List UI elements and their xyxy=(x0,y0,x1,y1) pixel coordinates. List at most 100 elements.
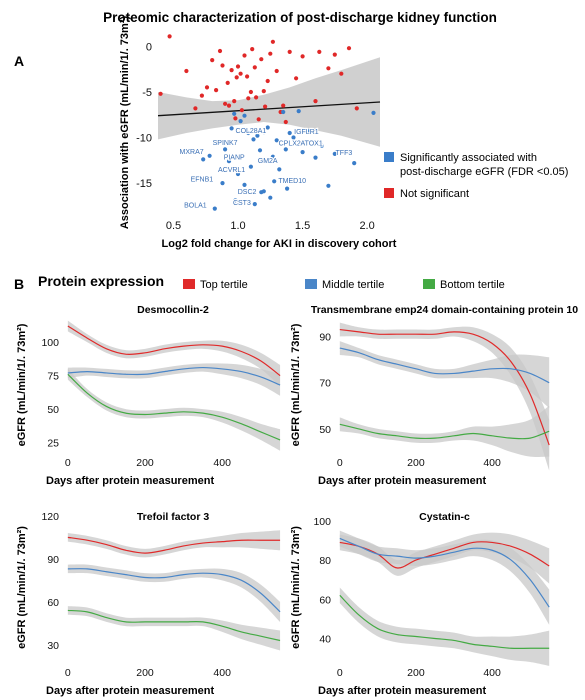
scatter-point xyxy=(270,39,275,44)
regression-line xyxy=(157,101,381,117)
scatter-point xyxy=(193,106,198,111)
scatter-point xyxy=(233,198,238,203)
scatter-point xyxy=(257,148,263,153)
scatter-point xyxy=(167,34,172,39)
subplot-title: Transmembrane emp24 domain-containing pr… xyxy=(311,304,578,316)
y-tick-label: 30 xyxy=(47,640,59,652)
y-tick-label: 50 xyxy=(47,404,59,416)
y-tick-label: 70 xyxy=(319,378,331,390)
tertile-label: Top tertile xyxy=(200,279,248,291)
scatter-point xyxy=(246,96,251,101)
x-tick-label: 200 xyxy=(136,457,154,469)
scatter-point xyxy=(246,130,251,136)
figure-title: Proteomic characterization of post-disch… xyxy=(103,10,497,25)
series-line xyxy=(339,347,550,384)
scatter-point xyxy=(352,161,357,166)
scatter-point xyxy=(204,85,210,90)
tertile-legend: Top tertile Middle tertile Bottom tertile xyxy=(183,279,505,291)
panel-b-heading: Protein expression xyxy=(38,273,164,289)
y-tick-label: 0 xyxy=(146,41,152,53)
ci-band xyxy=(339,341,550,409)
scatter-point xyxy=(281,109,286,115)
scatter-point xyxy=(225,80,230,85)
tertile-label: Middle tertile xyxy=(322,279,384,291)
scatter-point xyxy=(252,202,257,207)
scatter-point xyxy=(233,116,238,121)
scatter-point xyxy=(255,133,260,138)
y-tick-label: 25 xyxy=(47,438,59,450)
y-tick-label: -5 xyxy=(142,87,152,99)
gene-label: DSC2 xyxy=(238,189,257,196)
scatter-point xyxy=(277,167,282,172)
scatter-point xyxy=(371,110,376,115)
gene-label: TFF3 xyxy=(336,150,353,157)
series-line xyxy=(67,325,281,377)
gene-label: ACVRL1 xyxy=(218,167,245,174)
scatter-point xyxy=(212,206,217,211)
line-panel-tmed10: Transmembrane emp24 domain-containing pr… xyxy=(290,304,578,487)
x-tick-label: 0.5 xyxy=(166,220,181,232)
gene-label: TMED10 xyxy=(278,178,306,185)
scatter-point xyxy=(274,68,279,74)
line-panel-desmocollin: Desmocollin-2 0 200 400 100 75 50 25 Days after … xyxy=(16,304,281,487)
scatter-point xyxy=(354,106,359,111)
legend-label: Significantly associated with xyxy=(400,152,537,164)
x-tick-label: 0 xyxy=(337,457,343,469)
scatter-point xyxy=(300,150,305,155)
scatter-point xyxy=(261,89,266,94)
series-line xyxy=(67,609,281,642)
series-line xyxy=(67,568,281,613)
scatter-point xyxy=(199,93,204,98)
scatter-point xyxy=(291,135,296,140)
gene-label: GM2A xyxy=(258,158,278,165)
tertile-label: Bottom tertile xyxy=(440,279,505,291)
scatter-point xyxy=(274,138,279,143)
gene-label: EFNB1 xyxy=(191,176,214,183)
scatter-point xyxy=(242,113,247,118)
scatter-point xyxy=(313,99,318,104)
ci-band xyxy=(339,405,550,457)
y-tick-label: 100 xyxy=(41,337,59,349)
gene-label: BOLA1 xyxy=(184,203,207,210)
gene-label: PIANP xyxy=(224,154,245,161)
scatter-point xyxy=(270,154,275,159)
gene-label: CPLX2 xyxy=(279,141,301,148)
x-tick-label: 400 xyxy=(213,457,231,469)
scatter-point xyxy=(250,47,255,52)
y-axis-label: Association with eGFR (mL/min/1/. 73m²) xyxy=(119,16,131,230)
scatter-point xyxy=(256,117,261,122)
ci-band xyxy=(67,363,281,396)
scatter-point xyxy=(234,75,239,80)
scatter-point xyxy=(254,95,259,100)
legend-label: Not significant xyxy=(400,188,469,200)
scatter-point xyxy=(242,53,247,58)
ci-band xyxy=(67,606,281,651)
gene-label: IGFLR1 xyxy=(294,129,319,136)
legend-swatch xyxy=(384,188,394,198)
scatter-point xyxy=(332,52,337,57)
scatter-point xyxy=(272,179,277,184)
gene-label: COL28A1 xyxy=(236,128,267,135)
line-panel-tff3: Trefoil factor 3 0 200 400 120 90 60 30 Days aft… xyxy=(16,511,281,697)
scatter-point xyxy=(317,49,322,55)
confidence-band xyxy=(158,57,380,147)
scatter-point xyxy=(214,88,219,93)
scatter-point xyxy=(283,147,288,152)
gene-label: CST3 xyxy=(233,200,251,207)
scatter-point xyxy=(238,71,243,76)
scatter-point xyxy=(158,91,163,96)
legend-label: post-discharge eGFR (FDR <0.05) xyxy=(400,166,568,178)
y-tick-label: -10 xyxy=(136,133,152,145)
panel-b-letter: B xyxy=(14,276,24,292)
scatter-point xyxy=(223,101,228,106)
x-tick-label: 0 xyxy=(65,667,71,679)
ci-band xyxy=(67,564,281,622)
y-axis-label: eGFR (mL/min/1/. 73m²) xyxy=(290,526,302,649)
scatter-point xyxy=(294,76,299,81)
scatter-point xyxy=(226,103,232,108)
scatter-point xyxy=(287,130,292,136)
scatter-point xyxy=(223,147,228,152)
gene-label: MXRA7 xyxy=(180,149,204,156)
subplot-title: Trefoil factor 3 xyxy=(137,511,210,523)
